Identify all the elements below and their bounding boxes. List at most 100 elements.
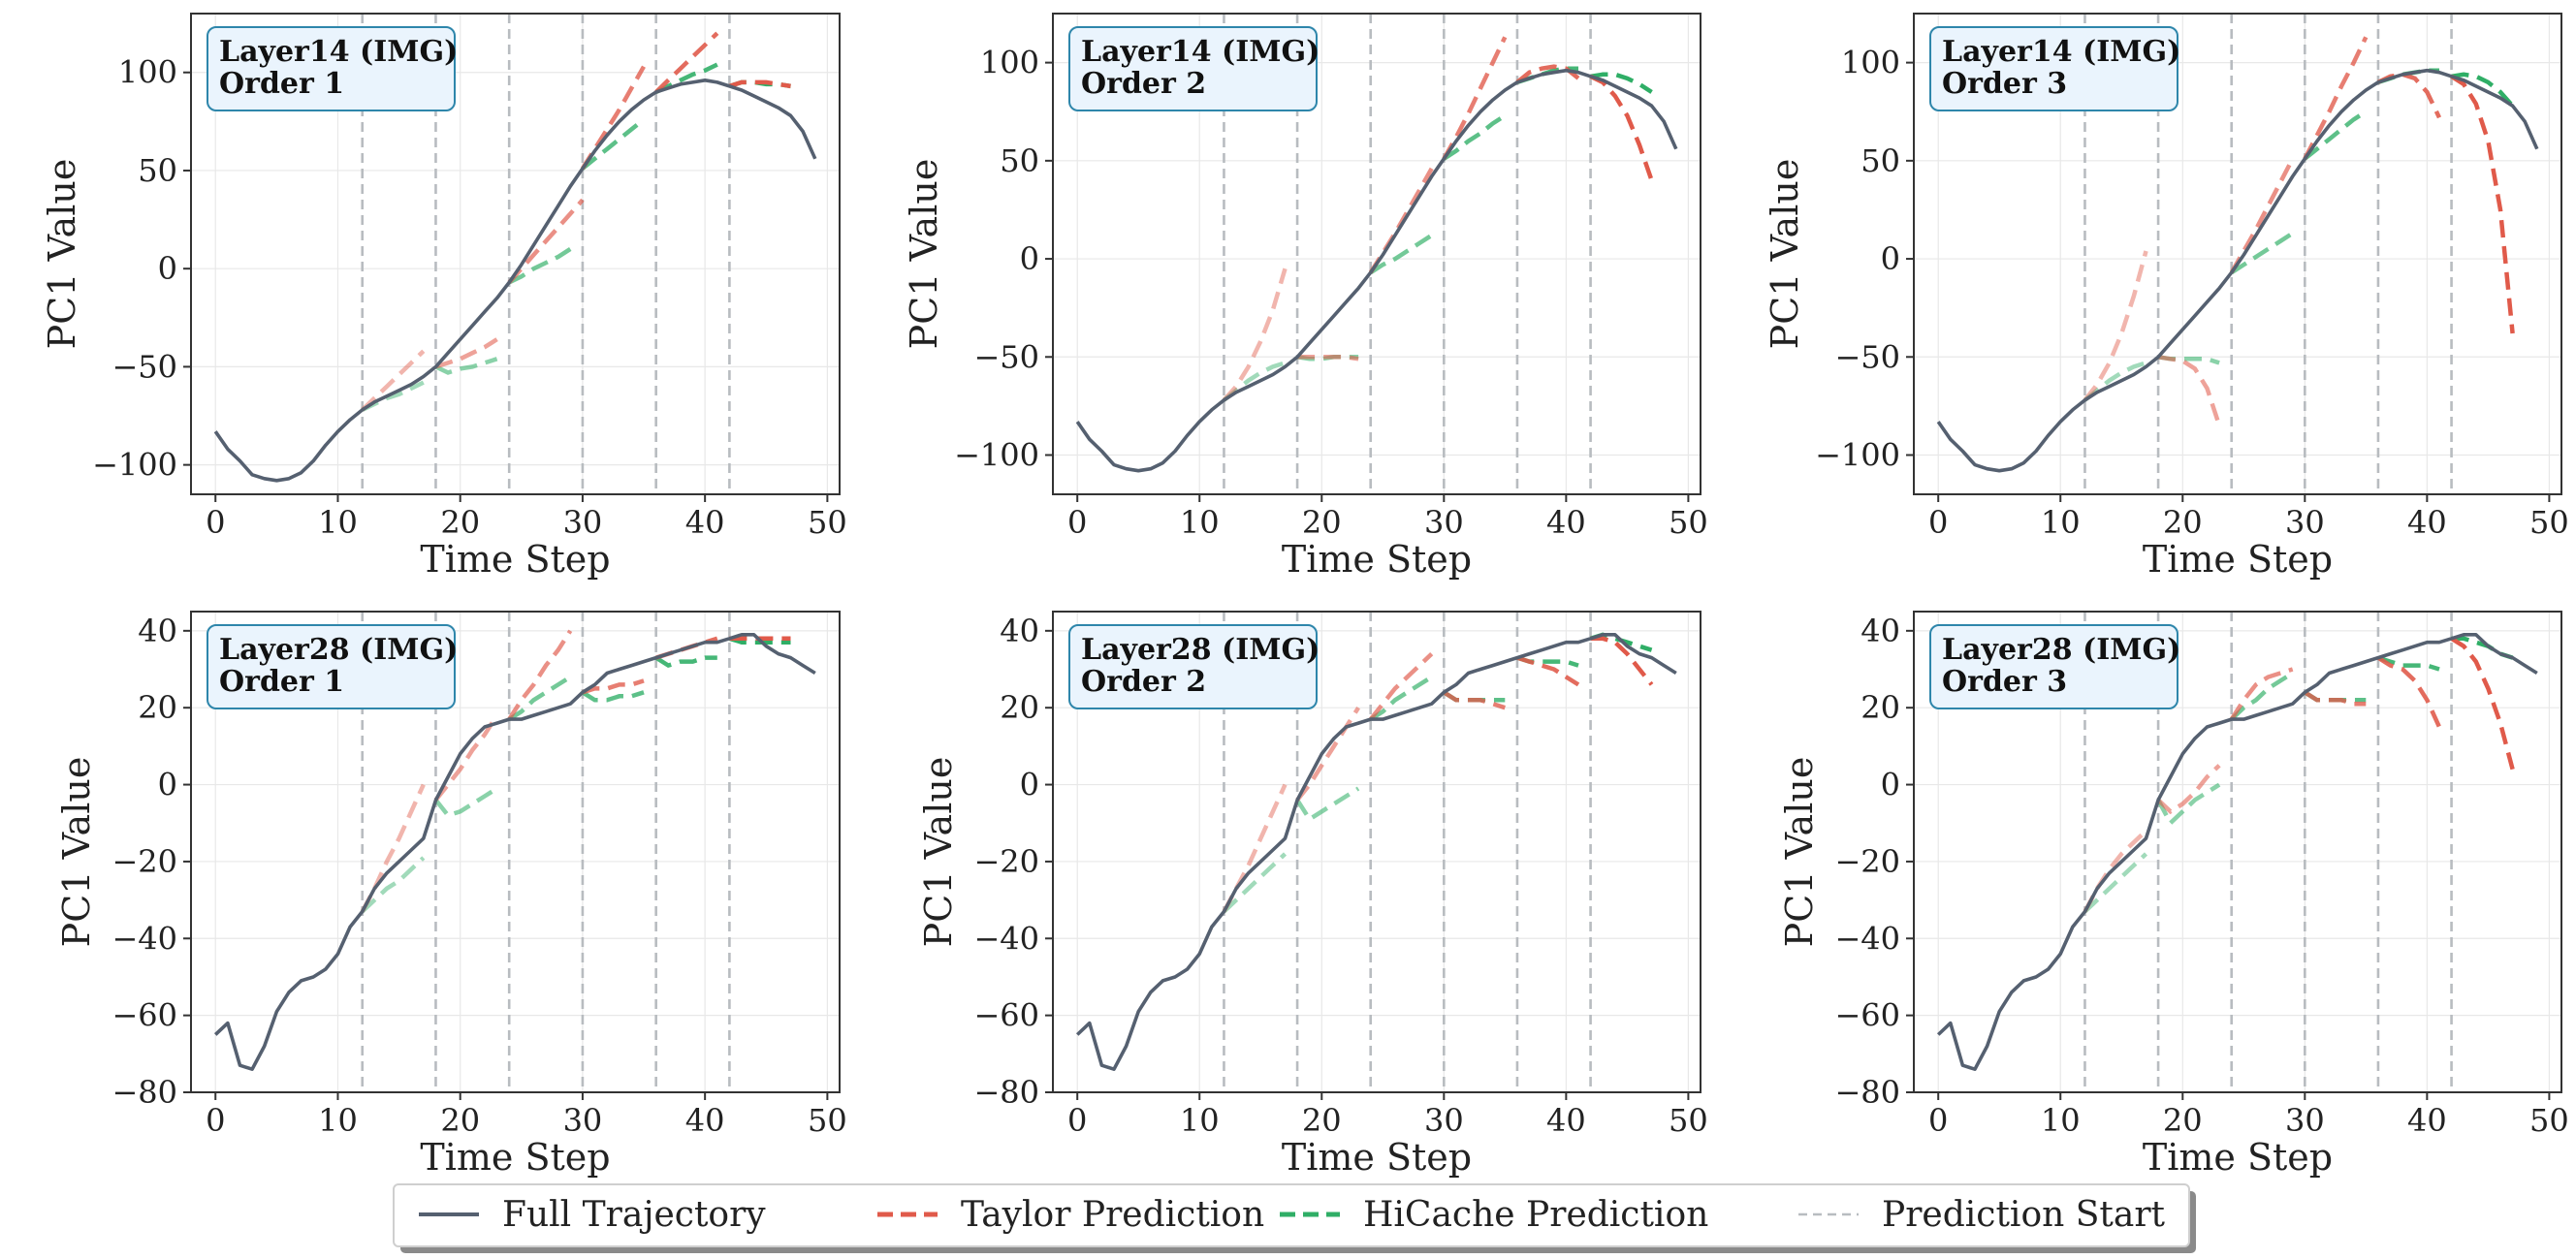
series-group: [1075, 36, 1678, 473]
taylor-prediction-segment: [1297, 355, 1359, 362]
panel-label-box: [1929, 624, 2178, 709]
legend: Full Trajectory Taylor Prediction HiCache …: [393, 1183, 2196, 1253]
panel-order-label: Order 1: [219, 665, 344, 699]
plot-frame: [1052, 13, 1701, 495]
panel-order-label: Order 1: [219, 67, 344, 101]
plot-frame: [1913, 13, 2562, 495]
y-tick-label: −20: [111, 843, 177, 880]
x-tick-label: 0: [1067, 1102, 1087, 1139]
taylor-prediction-segment: [433, 713, 499, 802]
panel-label-box: [207, 26, 456, 111]
taylor-prediction-segment: [2083, 250, 2148, 402]
x-tick-label: 50: [2529, 1102, 2569, 1139]
hicache-prediction-segment: [581, 690, 645, 703]
x-tick-label: 50: [1669, 504, 1708, 541]
x-tick-label: 30: [2285, 504, 2325, 541]
x-axis-title: Time Step: [2143, 1136, 2333, 1179]
taylor-prediction-segment: [2376, 655, 2442, 728]
panel-label-box: [207, 624, 456, 709]
x-tick-label: 30: [1424, 504, 1464, 541]
y-tick-label: 50: [1860, 142, 1900, 179]
x-axis-title: Time Step: [420, 1136, 610, 1179]
x-tick-label: 10: [318, 504, 358, 541]
hicache-prediction-segment: [1590, 72, 1653, 94]
series-group: [1936, 36, 2539, 473]
hicache-prediction-segment: [2230, 671, 2294, 721]
x-axis-title: Time Step: [1282, 538, 1472, 581]
x-axis-title: Time Step: [2143, 538, 2333, 581]
y-tick-label: −20: [1834, 843, 1900, 880]
hicache-prediction-segment: [1369, 233, 1433, 275]
y-axis-title: PC1 Value: [1764, 159, 1806, 350]
y-tick-label: −50: [111, 348, 177, 385]
x-tick-label: 20: [2163, 1102, 2203, 1139]
y-axis-title: PC1 Value: [917, 757, 960, 948]
x-tick-label: 10: [1180, 1102, 1220, 1139]
legend-label-hicache: HiCache Prediction: [1363, 1195, 1708, 1235]
panel-label-box: [1068, 26, 1318, 111]
taylor-prediction-segment: [2083, 829, 2148, 913]
y-tick-label: 0: [1881, 240, 1900, 277]
y-tick-label: −80: [111, 1074, 177, 1111]
y-tick-label: 0: [158, 250, 177, 287]
hicache-prediction-segment: [2083, 852, 2148, 914]
taylor-prediction-segment: [507, 629, 573, 721]
y-axis-title: PC1 Value: [55, 757, 98, 948]
taylor-prediction-segment: [2303, 36, 2369, 160]
panel-1: 0 10 20 30 40 50 −100 −50 0 50 100 Time Step PC1 Val…: [41, 13, 847, 581]
x-tick-label: 40: [2407, 504, 2447, 541]
y-tick-label: 100: [980, 45, 1039, 81]
x-tick-label: 30: [563, 1102, 603, 1139]
taylor-prediction-segment: [1295, 706, 1360, 802]
x-tick-label: 20: [1302, 504, 1342, 541]
taylor-prediction-segment: [2157, 355, 2222, 426]
panel-layer-label: Layer14 (IMG): [219, 35, 458, 69]
x-tick-label: 40: [685, 1102, 725, 1139]
legend-label-trajectory: Full Trajectory: [502, 1195, 766, 1235]
taylor-prediction-segment: [2450, 636, 2515, 771]
y-tick-label: −60: [1834, 997, 1900, 1034]
taylor-prediction-segment: [1516, 655, 1580, 687]
hicache-prediction-segment: [1443, 113, 1507, 161]
y-tick-label: 50: [138, 152, 177, 189]
full-trajectory-line: [1936, 68, 2539, 473]
x-tick-label: 30: [2285, 1102, 2325, 1139]
y-tick-label: 40: [138, 613, 177, 649]
hicache-prediction-segment: [581, 117, 646, 171]
x-tick-label: 20: [440, 504, 480, 541]
panel-6: 0 10 20 30 40 50 −80 −60 −40 −20 0 20 40 Time Step PC1…: [1778, 611, 2569, 1179]
panel-2: 0 10 20 30 40 50 −100 −50 0 50 100 Time Step PC1 Val…: [903, 13, 1708, 581]
hicache-prediction-segment: [433, 786, 498, 818]
x-tick-label: 20: [1302, 1102, 1342, 1139]
y-tick-label: −60: [973, 997, 1039, 1034]
taylor-prediction-segment: [728, 79, 791, 89]
x-tick-label: 50: [808, 504, 847, 541]
taylor-prediction-segment: [2229, 157, 2295, 274]
taylor-prediction-segment: [1442, 36, 1508, 160]
y-axis-title: PC1 Value: [903, 159, 945, 350]
full-trajectory-line: [213, 79, 817, 483]
y-tick-label: 100: [1841, 45, 1900, 81]
y-tick-label: −80: [973, 1074, 1039, 1111]
x-tick-label: 0: [1928, 1102, 1948, 1139]
y-tick-label: −20: [973, 843, 1039, 880]
y-tick-label: −40: [973, 920, 1039, 957]
full-trajectory-line: [1936, 632, 2538, 1071]
hicache-prediction-segment: [361, 856, 426, 914]
y-tick-label: 0: [158, 767, 177, 803]
taylor-prediction-segment: [2156, 764, 2221, 815]
hicache-prediction-segment: [2230, 231, 2294, 275]
y-tick-label: −60: [111, 997, 177, 1034]
y-axis-title: PC1 Value: [41, 159, 83, 350]
x-tick-label: 50: [2529, 504, 2569, 541]
series-group: [1075, 632, 1677, 1071]
hicache-prediction-segment: [2377, 655, 2440, 672]
x-tick-label: 50: [808, 1102, 847, 1139]
hicache-prediction-segment: [1295, 786, 1360, 823]
hicache-prediction-segment: [654, 655, 717, 669]
y-tick-label: −100: [1815, 437, 1900, 474]
full-trajectory-line: [1075, 632, 1677, 1071]
x-tick-label: 30: [563, 504, 603, 541]
x-tick-label: 0: [206, 504, 225, 541]
